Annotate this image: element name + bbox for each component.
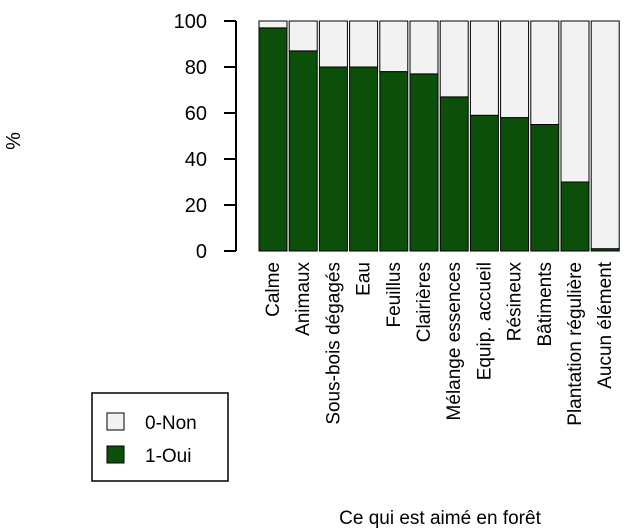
x-tick-labels: Calme Animaux Sous-bois dégagés Eau Feuillus…: [263, 261, 616, 425]
legend-swatch-oui: [107, 446, 124, 463]
y-axis-label: %: [3, 132, 25, 150]
x-tick-label: Eau: [354, 262, 375, 296]
bar-segment-oui: [380, 72, 408, 251]
x-tick-label: Clairières: [414, 262, 435, 342]
legend-box: [92, 393, 228, 481]
bar-segment-non: [561, 21, 589, 182]
bar-segment-non: [440, 21, 468, 97]
bar-segment-non: [380, 21, 408, 72]
bar-segment-non: [319, 21, 347, 67]
y-axis: 0 20 40 60 80 100: [174, 11, 236, 263]
x-tick-label: Mélange essences: [444, 262, 465, 420]
bar-segment-oui: [289, 51, 317, 251]
x-tick-label: Plantation régulière: [565, 262, 586, 426]
x-axis-label: Ce qui est aimé en forêt: [339, 508, 541, 529]
bar-segment-oui: [470, 115, 498, 251]
bar-segment-oui: [440, 97, 468, 251]
legend-label-non: 0-Non: [145, 413, 197, 434]
y-tick-label: 20: [185, 195, 207, 217]
legend-label-oui: 1-Oui: [145, 446, 191, 467]
x-tick-label: Aucun élément: [595, 261, 616, 388]
y-tick-label: 0: [196, 241, 207, 263]
y-tick-label: 40: [185, 149, 207, 171]
bar-segment-oui: [561, 182, 589, 251]
bar-segment-oui: [259, 28, 287, 251]
bar-segment-non: [501, 21, 529, 118]
y-tick-label: 100: [174, 11, 207, 33]
bar-segment-oui: [531, 125, 559, 252]
bar-segment-non: [591, 21, 619, 249]
x-tick-label: Sous-bois dégagés: [323, 262, 344, 425]
legend-swatch-non: [107, 413, 124, 430]
legend: 0-Non 1-Oui: [92, 393, 228, 481]
bar-segment-non: [410, 21, 438, 74]
x-tick-label: Feuillus: [384, 262, 405, 327]
x-tick-label: Equip. accueil: [474, 262, 495, 380]
bars-group: [259, 21, 619, 251]
bar-segment-non: [531, 21, 559, 125]
y-tick-label: 80: [185, 57, 207, 79]
x-tick-label: Animaux: [293, 262, 314, 336]
bar-segment-non: [259, 21, 287, 28]
y-tick-label: 60: [185, 103, 207, 125]
x-tick-label: Bâtiments: [535, 262, 556, 346]
x-tick-label: Calme: [263, 262, 284, 317]
bar-segment-oui: [319, 67, 347, 251]
bar-segment-oui: [350, 67, 378, 251]
bar-segment-non: [470, 21, 498, 115]
bar-segment-oui: [410, 74, 438, 251]
x-tick-label: Résineux: [505, 262, 526, 342]
bar-segment-non: [350, 21, 378, 67]
bar-segment-non: [289, 21, 317, 51]
bar-segment-oui: [501, 118, 529, 251]
